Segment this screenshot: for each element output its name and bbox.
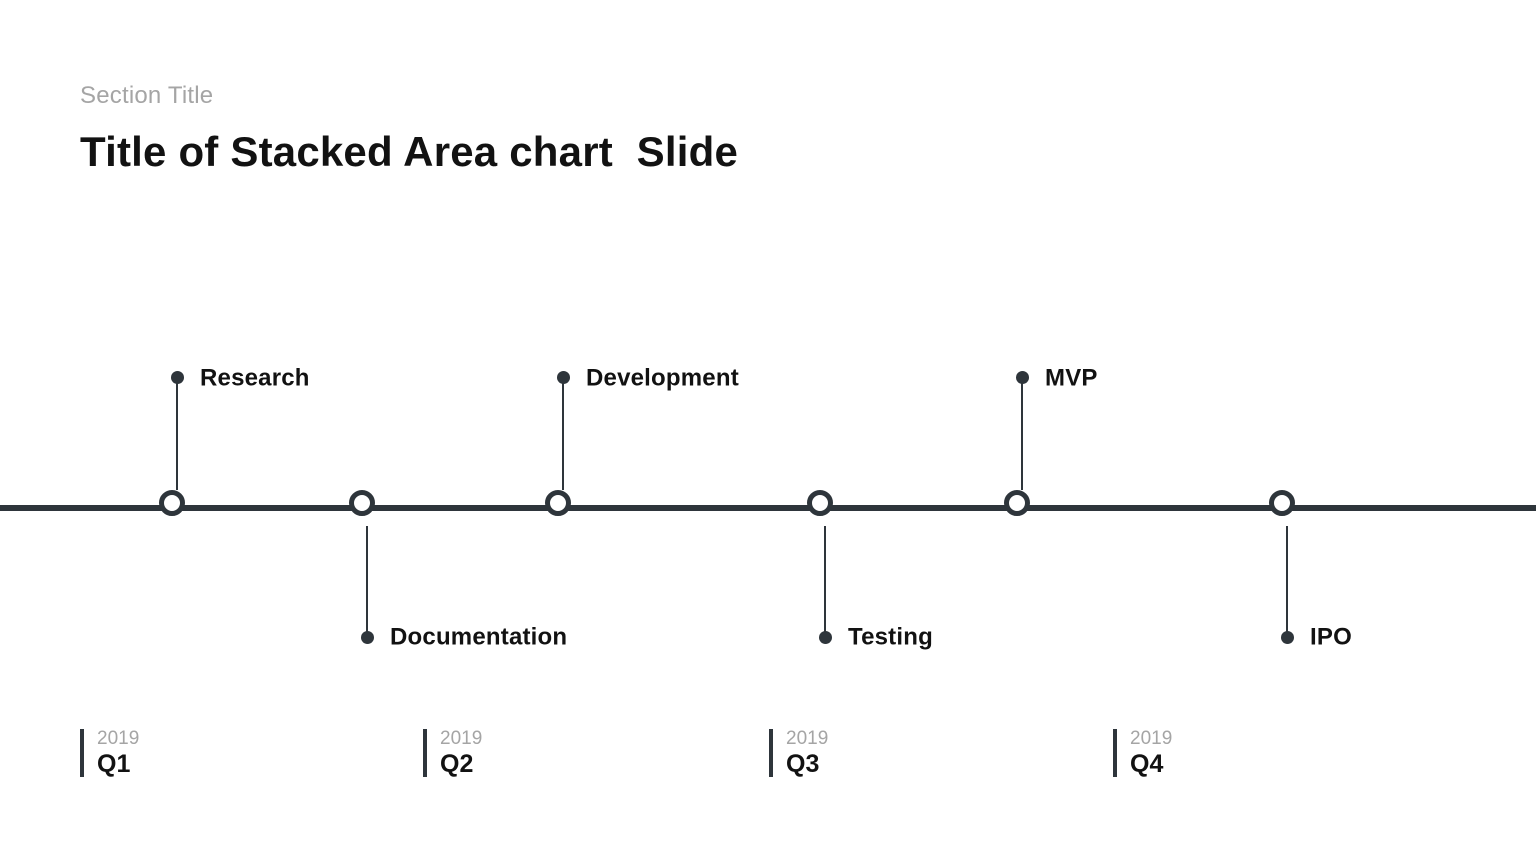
milestone-label: Development xyxy=(586,364,739,392)
quarter-marker-q3: 2019 Q3 xyxy=(769,729,828,777)
milestone-dot-icon xyxy=(361,631,374,644)
milestone-leader-line xyxy=(176,383,178,490)
milestone-dot-icon xyxy=(819,631,832,644)
quarter-marker-q2: 2019 Q2 xyxy=(423,729,482,777)
page-title: Title of Stacked Area chart Slide xyxy=(80,128,739,175)
milestone-leader-line xyxy=(824,526,826,632)
quarter-year: 2019 xyxy=(786,728,829,749)
timeline-node-4 xyxy=(807,490,833,516)
milestone-leader-line xyxy=(562,383,564,490)
quarter-year: 2019 xyxy=(97,728,140,749)
milestone-dot-icon xyxy=(171,371,184,384)
milestone-label: MVP xyxy=(1045,364,1098,392)
quarter-label: Q1 xyxy=(97,749,131,778)
quarter-label: Q2 xyxy=(440,749,474,778)
quarter-label: Q4 xyxy=(1130,749,1164,778)
section-title: Section Title xyxy=(80,82,214,109)
milestone-dot-icon xyxy=(557,371,570,384)
timeline-node-6 xyxy=(1269,490,1295,516)
timeline-node-5 xyxy=(1004,490,1030,516)
quarter-marker-q4: 2019 Q4 xyxy=(1113,729,1172,777)
quarter-label: Q3 xyxy=(786,749,820,778)
timeline-node-2 xyxy=(349,490,375,516)
milestone-leader-line xyxy=(366,526,368,632)
milestone-label: Testing xyxy=(848,623,933,651)
milestone-leader-line xyxy=(1286,526,1288,632)
milestone-dot-icon xyxy=(1281,631,1294,644)
milestone-label: Research xyxy=(200,364,310,392)
timeline-node-3 xyxy=(545,490,571,516)
quarter-year: 2019 xyxy=(1130,728,1173,749)
quarter-marker-q1: 2019 Q1 xyxy=(80,729,139,777)
milestone-label: IPO xyxy=(1310,623,1352,651)
quarter-year: 2019 xyxy=(440,728,483,749)
milestone-dot-icon xyxy=(1016,371,1029,384)
milestone-leader-line xyxy=(1021,383,1023,490)
timeline-axis xyxy=(0,505,1536,511)
milestone-label: Documentation xyxy=(390,623,568,651)
timeline-node-1 xyxy=(159,490,185,516)
